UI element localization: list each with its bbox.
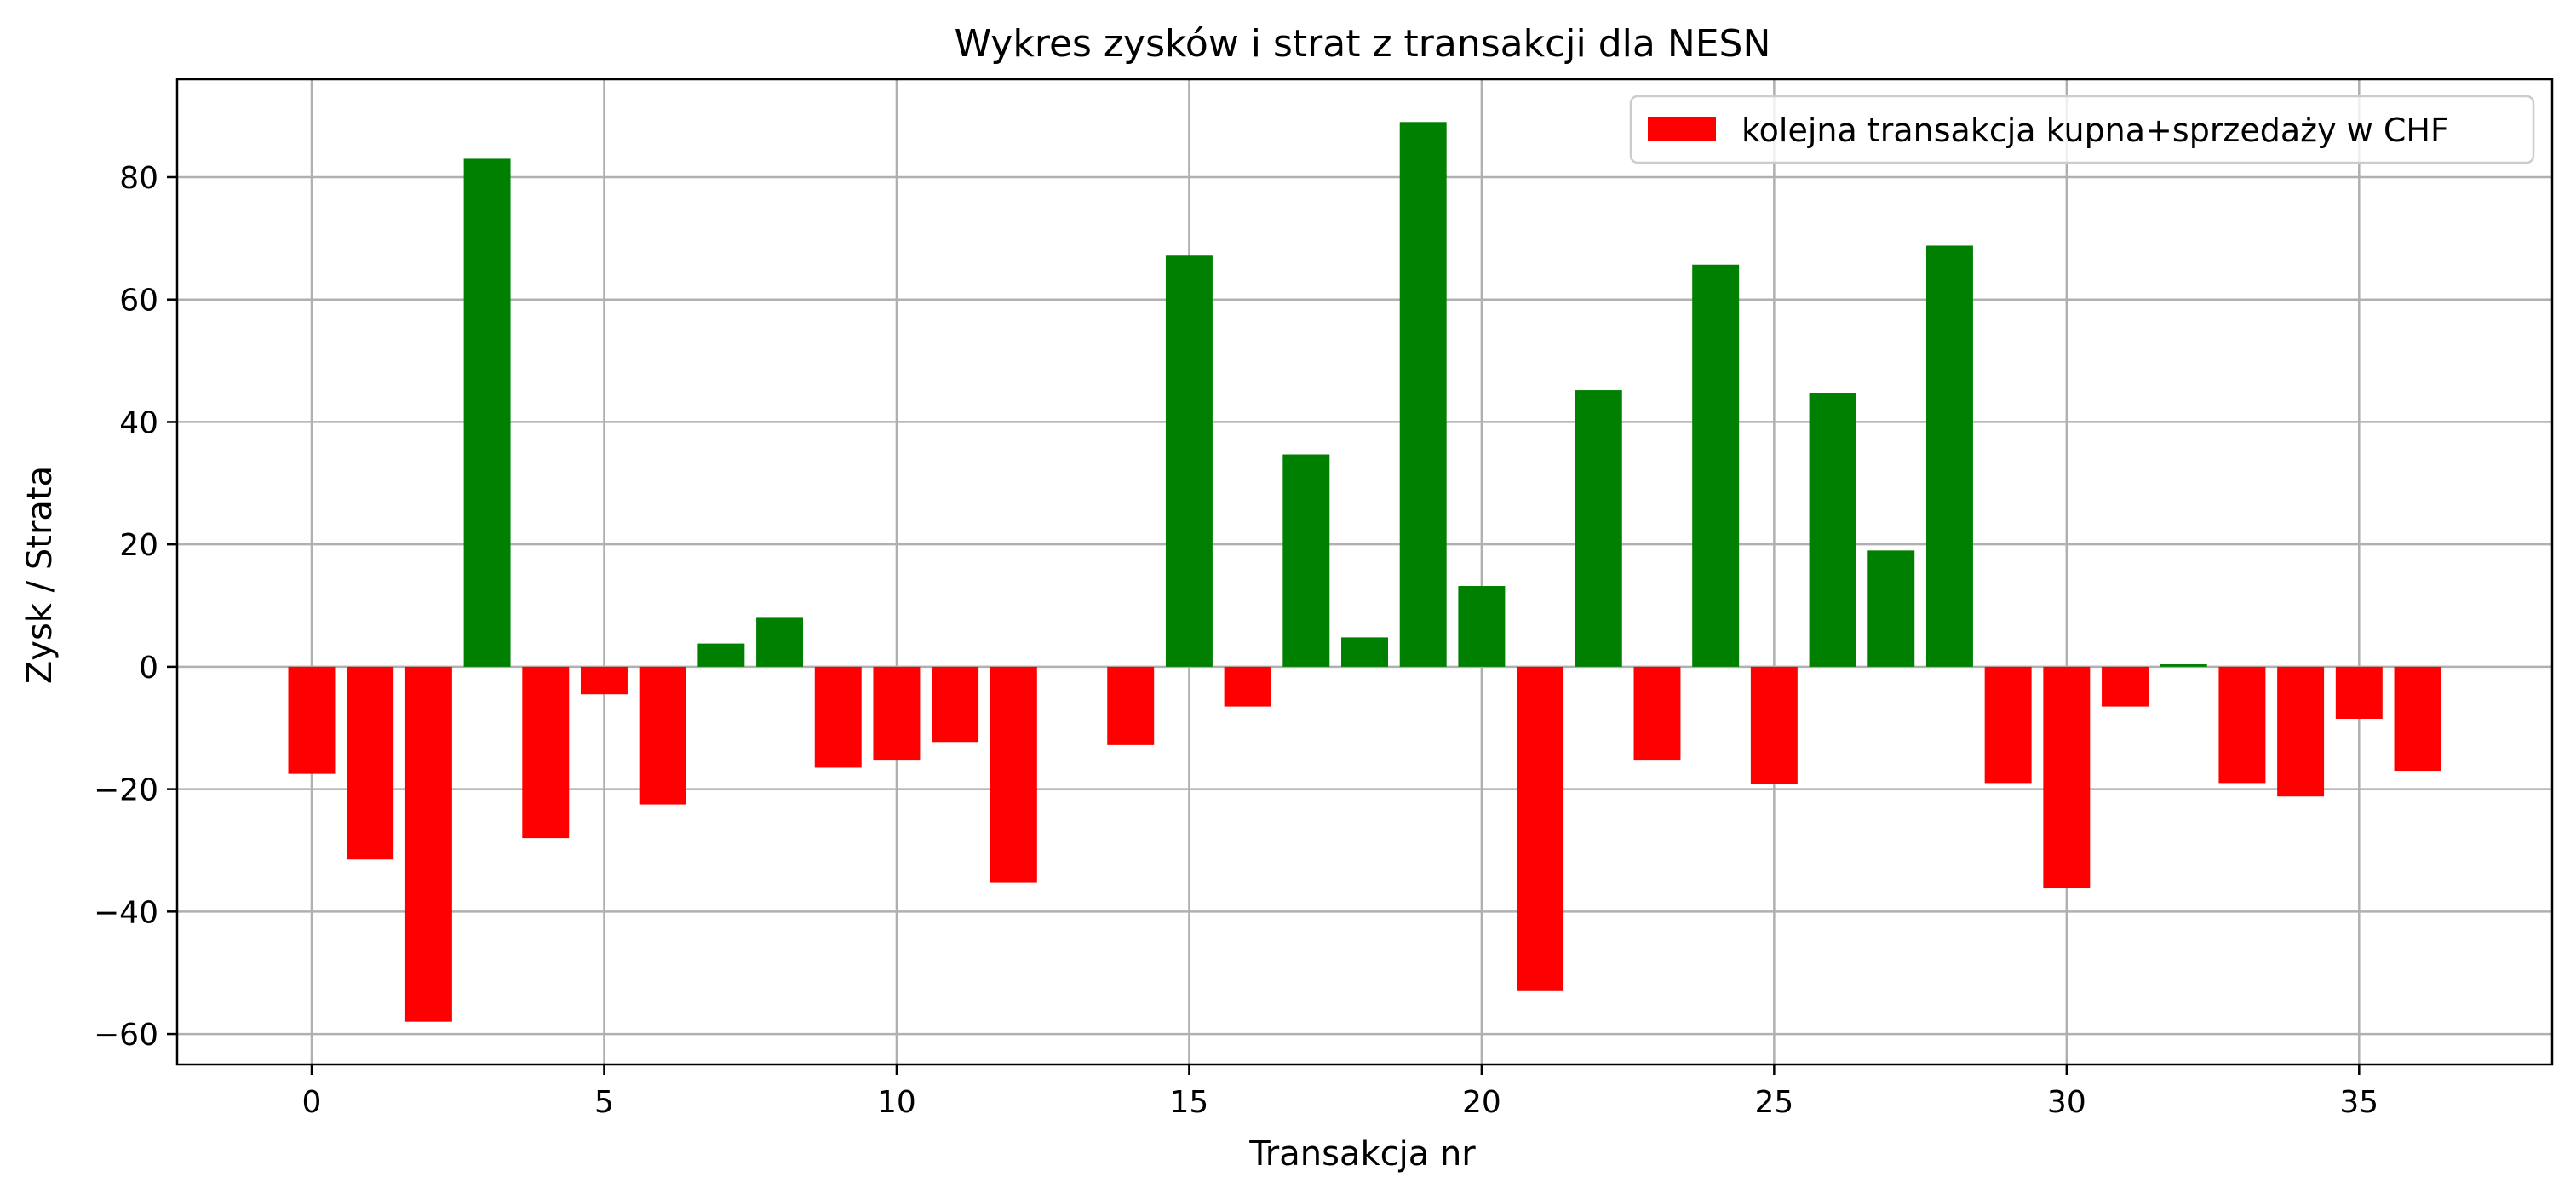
bar — [2102, 666, 2149, 707]
bar — [2394, 666, 2441, 772]
y-tick-label: 40 — [119, 405, 158, 440]
x-axis-label: Transakcja nr — [1248, 1134, 1476, 1174]
bar — [2160, 664, 2207, 667]
bar — [404, 666, 452, 1022]
bar — [1224, 666, 1271, 707]
x-tick-label: 35 — [2339, 1085, 2378, 1120]
y-tick-label: 60 — [119, 284, 158, 319]
y-tick-label: −20 — [94, 773, 158, 808]
bar — [463, 158, 511, 667]
chart-title: Wykres zysków i strat z transakcji dla N… — [955, 22, 1771, 66]
bar — [639, 666, 686, 805]
bar — [1750, 666, 1798, 784]
bar — [1984, 666, 2032, 784]
bar — [2277, 666, 2325, 797]
grid — [177, 79, 2552, 1065]
bar — [1399, 122, 1447, 667]
bar — [288, 666, 336, 774]
bar — [1867, 550, 1915, 667]
legend-box — [1629, 95, 2535, 164]
bar — [814, 666, 862, 768]
y-tick-label: 0 — [139, 651, 158, 686]
y-tick-label: 80 — [119, 161, 158, 196]
bar — [2335, 666, 2383, 719]
bar — [1692, 264, 1740, 667]
x-tick-label: 20 — [1462, 1085, 1501, 1120]
x-tick-label: 0 — [302, 1085, 322, 1120]
bar — [873, 666, 921, 761]
bar — [1282, 454, 1330, 667]
bar — [1341, 637, 1388, 667]
bar — [2043, 666, 2091, 889]
bar — [347, 666, 394, 860]
bar — [756, 617, 804, 667]
x-ticks: 0 5 10 15 20 25 30 35 — [302, 1065, 2378, 1120]
bar — [1809, 393, 1856, 667]
bar — [522, 666, 570, 839]
x-tick-label: 30 — [2047, 1085, 2086, 1120]
y-tick-label: −40 — [94, 895, 158, 930]
legend: kolejna transakcja kupna+sprzedaży w CHF — [1629, 95, 2535, 164]
bar — [990, 666, 1037, 883]
bar — [932, 666, 979, 743]
legend-entry-label: kolejna transakcja kupna+sprzedaży w CHF — [1741, 112, 2449, 149]
bar — [2218, 666, 2266, 784]
bar — [1458, 586, 1506, 667]
bars — [288, 122, 2441, 1022]
bar — [1925, 245, 1973, 667]
x-tick-label: 5 — [594, 1085, 614, 1120]
x-tick-label: 10 — [877, 1085, 916, 1120]
y-axis-label: Zysk / Strata — [20, 466, 60, 684]
plot-frame — [175, 78, 2554, 1066]
bar — [697, 643, 745, 667]
bar — [1165, 255, 1213, 667]
bar — [580, 666, 628, 695]
bar — [1107, 666, 1155, 745]
legend-swatch — [1648, 117, 1716, 141]
y-tick-label: 20 — [119, 528, 158, 563]
x-tick-label: 25 — [1754, 1085, 1793, 1120]
y-tick-label: −60 — [94, 1018, 158, 1053]
bar — [1633, 666, 1681, 761]
y-ticks: −60 −40 −20 0 20 40 60 80 — [94, 161, 177, 1053]
x-tick-label: 15 — [1170, 1085, 1209, 1120]
bar — [1517, 666, 1564, 991]
bar — [1575, 390, 1622, 667]
